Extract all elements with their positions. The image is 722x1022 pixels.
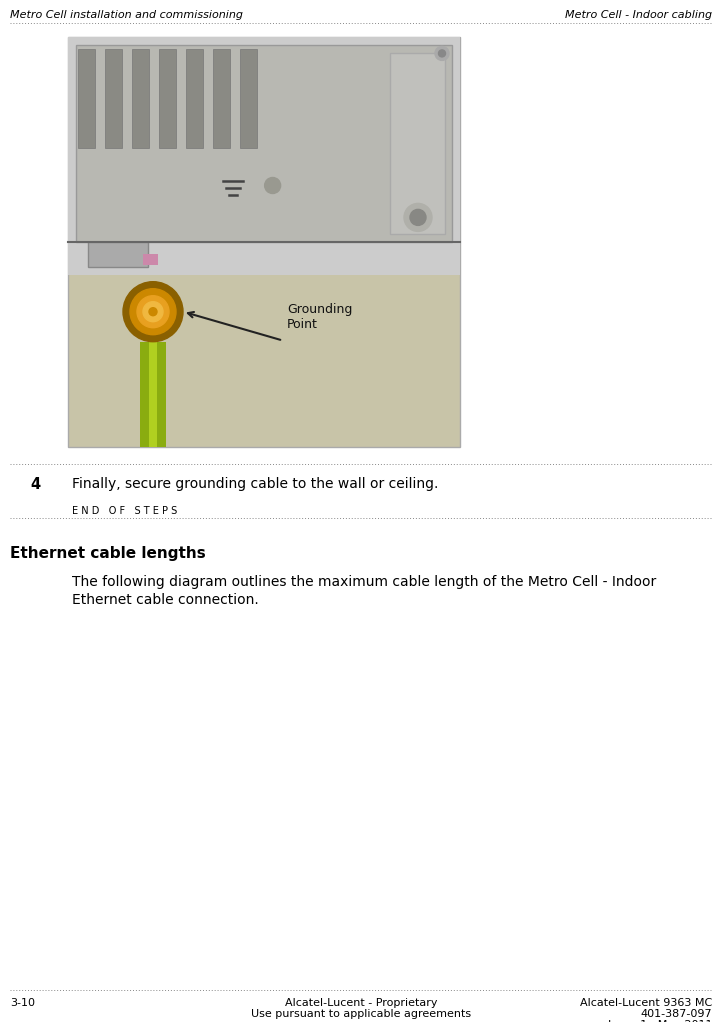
Circle shape [123, 282, 183, 341]
Circle shape [149, 308, 157, 316]
Text: 4: 4 [30, 477, 40, 492]
Text: Alcatel-Lucent 9363 MC: Alcatel-Lucent 9363 MC [580, 998, 712, 1008]
FancyBboxPatch shape [76, 45, 452, 242]
Circle shape [137, 295, 169, 328]
FancyBboxPatch shape [143, 254, 158, 265]
Text: Use pursuant to applicable agreements: Use pursuant to applicable agreements [251, 1009, 471, 1019]
Text: E N D   O F   S T E P S: E N D O F S T E P S [72, 506, 177, 516]
Text: 3-10: 3-10 [10, 998, 35, 1008]
FancyBboxPatch shape [240, 49, 257, 148]
FancyBboxPatch shape [68, 37, 460, 275]
Circle shape [143, 301, 163, 322]
Circle shape [404, 203, 432, 231]
FancyBboxPatch shape [213, 49, 230, 148]
Text: Issue 1   May 2011: Issue 1 May 2011 [607, 1020, 712, 1022]
FancyBboxPatch shape [186, 49, 203, 148]
Text: Metro Cell installation and commissioning: Metro Cell installation and commissionin… [10, 10, 243, 20]
Text: 401-387-097: 401-387-097 [640, 1009, 712, 1019]
Text: Metro Cell - Indoor cabling: Metro Cell - Indoor cabling [565, 10, 712, 20]
FancyBboxPatch shape [390, 53, 445, 234]
Text: Ethernet cable lengths: Ethernet cable lengths [10, 546, 206, 561]
FancyBboxPatch shape [68, 37, 460, 447]
FancyBboxPatch shape [105, 49, 122, 148]
Circle shape [130, 288, 176, 334]
Circle shape [265, 178, 281, 193]
Circle shape [438, 50, 445, 57]
FancyBboxPatch shape [132, 49, 149, 148]
FancyBboxPatch shape [159, 49, 176, 148]
FancyBboxPatch shape [88, 242, 148, 267]
FancyBboxPatch shape [78, 49, 95, 148]
Text: The following diagram outlines the maximum cable length of the Metro Cell - Indo: The following diagram outlines the maxim… [72, 575, 656, 589]
Text: Ethernet cable connection.: Ethernet cable connection. [72, 593, 258, 607]
Text: Grounding
Point: Grounding Point [287, 303, 352, 330]
FancyBboxPatch shape [140, 341, 166, 447]
FancyBboxPatch shape [149, 341, 157, 447]
Circle shape [435, 46, 449, 60]
Circle shape [410, 210, 426, 226]
Text: Finally, secure grounding cable to the wall or ceiling.: Finally, secure grounding cable to the w… [72, 477, 438, 491]
Text: Alcatel-Lucent - Proprietary: Alcatel-Lucent - Proprietary [284, 998, 438, 1008]
